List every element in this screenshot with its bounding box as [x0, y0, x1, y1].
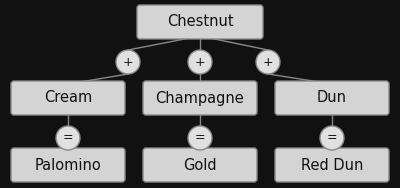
FancyBboxPatch shape	[143, 81, 257, 115]
Text: Dun: Dun	[317, 90, 347, 105]
Text: Red Dun: Red Dun	[301, 158, 363, 173]
Text: +: +	[263, 55, 273, 68]
Text: Champagne: Champagne	[156, 90, 244, 105]
Text: =: =	[63, 131, 73, 145]
Text: =: =	[327, 131, 337, 145]
Circle shape	[116, 50, 140, 74]
FancyBboxPatch shape	[275, 148, 389, 182]
FancyBboxPatch shape	[11, 148, 125, 182]
Text: Cream: Cream	[44, 90, 92, 105]
Circle shape	[320, 126, 344, 150]
Circle shape	[256, 50, 280, 74]
Text: =: =	[195, 131, 205, 145]
Circle shape	[56, 126, 80, 150]
FancyBboxPatch shape	[143, 148, 257, 182]
Text: +: +	[123, 55, 133, 68]
Circle shape	[188, 126, 212, 150]
Text: Chestnut: Chestnut	[167, 14, 233, 30]
FancyBboxPatch shape	[11, 81, 125, 115]
FancyBboxPatch shape	[137, 5, 263, 39]
Text: Gold: Gold	[183, 158, 217, 173]
Text: Palomino: Palomino	[35, 158, 101, 173]
Circle shape	[188, 50, 212, 74]
FancyBboxPatch shape	[275, 81, 389, 115]
Text: +: +	[195, 55, 205, 68]
